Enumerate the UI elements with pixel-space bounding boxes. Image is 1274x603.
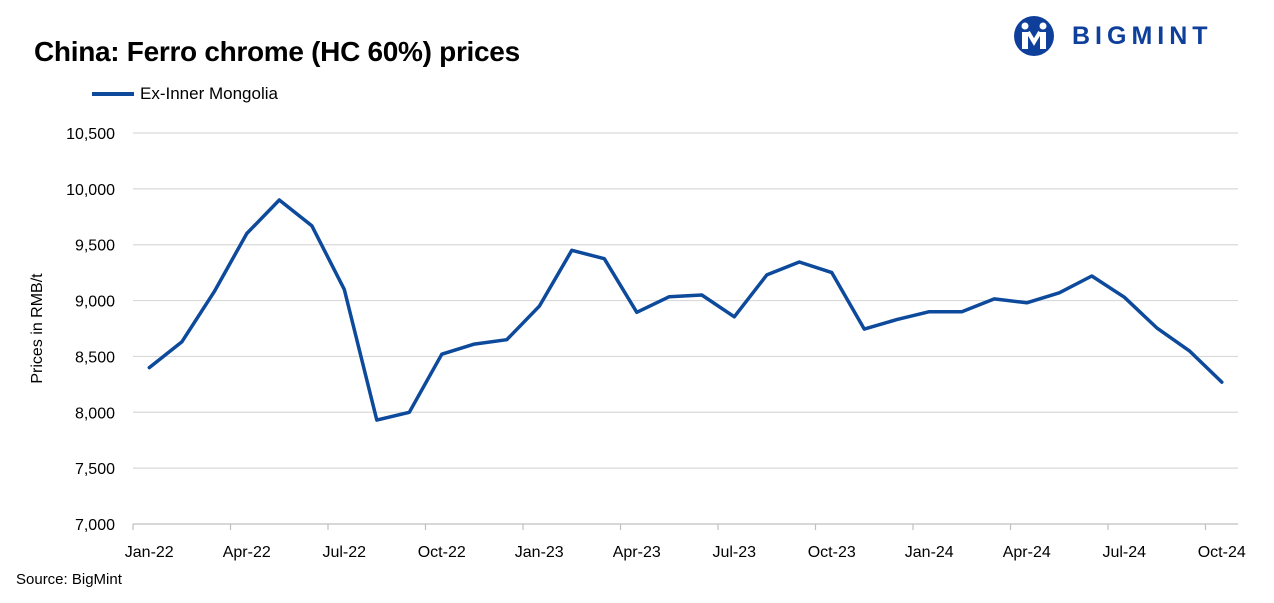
legend-label: Ex-Inner Mongolia <box>140 84 278 103</box>
x-tick-label: Oct-22 <box>418 544 466 561</box>
y-tick-label: 9,000 <box>75 294 115 311</box>
y-tick-label: 10,500 <box>66 126 115 143</box>
bigmint-logo-icon <box>1014 16 1054 56</box>
x-tick-label: Oct-23 <box>808 544 856 561</box>
chart-legend: Ex-Inner Mongolia <box>92 84 278 104</box>
y-tick-label: 8,000 <box>75 405 115 422</box>
x-tick-label: Apr-22 <box>223 544 271 561</box>
x-tick-label: Oct-24 <box>1198 544 1246 561</box>
x-tick-label: Jan-22 <box>125 544 174 561</box>
y-tick-label: 9,500 <box>75 238 115 255</box>
source-note: Source: BigMint <box>16 571 122 588</box>
y-axis-title: Prices in RMB/t <box>29 273 46 384</box>
y-tick-label: 7,500 <box>75 461 115 478</box>
logo-text: BIGMINT <box>1072 21 1213 50</box>
x-tick-label: Jul-22 <box>322 544 366 561</box>
y-tick-label: 8,500 <box>75 349 115 366</box>
series-line <box>147 198 1224 422</box>
legend-swatch <box>92 92 134 96</box>
x-tick-label: Jul-23 <box>712 544 756 561</box>
chart-title: China: Ferro chrome (HC 60%) prices <box>34 36 520 67</box>
x-tick-label: Jul-24 <box>1102 544 1146 561</box>
x-tick-label: Jan-24 <box>905 544 954 561</box>
x-tick-label: Apr-23 <box>613 544 661 561</box>
x-tick-label: Apr-24 <box>1003 544 1051 561</box>
y-tick-label: 7,000 <box>75 517 115 534</box>
x-tick-label: Jan-23 <box>515 544 564 561</box>
bigmint-logo: BIGMINT <box>1010 15 1213 57</box>
y-tick-label: 10,000 <box>66 182 115 199</box>
